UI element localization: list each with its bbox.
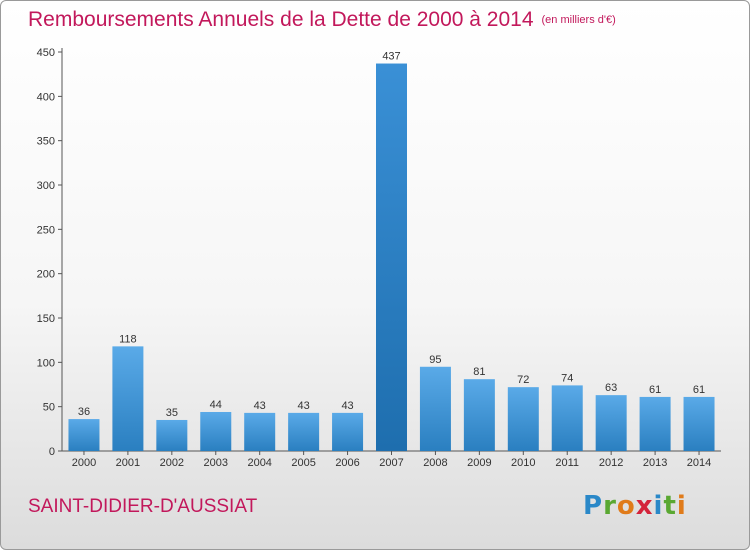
- bar: [376, 63, 407, 451]
- bar: [419, 366, 451, 451]
- x-tick-label: 2011: [555, 457, 579, 469]
- y-tick-label: 200: [37, 269, 55, 281]
- data-label: 35: [166, 407, 178, 419]
- data-label: 43: [341, 400, 353, 412]
- y-tick-label: 50: [43, 402, 55, 414]
- y-tick-label: 250: [37, 224, 55, 236]
- bar: [595, 395, 627, 451]
- bar: [156, 419, 188, 451]
- y-tick-label: 0: [49, 446, 55, 458]
- bar: [68, 419, 100, 451]
- chart-title-text: Remboursements Annuels de la Dette de 20…: [28, 8, 534, 31]
- data-label: 43: [298, 400, 310, 412]
- data-label: 61: [649, 384, 661, 396]
- data-label: 118: [119, 333, 137, 345]
- chart-title: Remboursements Annuels de la Dette de 20…: [28, 8, 616, 32]
- x-tick-label: 2003: [204, 457, 228, 469]
- proxiti-logo: Proxiti: [583, 491, 687, 521]
- chart-unit: (en milliers d'€): [541, 14, 616, 26]
- data-label: 63: [605, 382, 617, 394]
- bar: [332, 412, 364, 451]
- x-tick-label: 2004: [247, 457, 271, 469]
- x-tick-label: 2001: [116, 457, 140, 469]
- y-tick-label: 400: [37, 91, 55, 103]
- x-tick-label: 2007: [379, 457, 403, 469]
- x-tick-label: 2000: [72, 457, 96, 469]
- y-tick-label: 450: [37, 47, 55, 59]
- x-tick-label: 2012: [599, 457, 623, 469]
- bar: [551, 385, 583, 451]
- x-tick-label: 2010: [511, 457, 535, 469]
- x-tick-label: 2013: [643, 457, 667, 469]
- bar: [639, 396, 671, 451]
- y-tick-label: 350: [37, 136, 55, 148]
- data-label: 36: [78, 406, 90, 418]
- data-label: 74: [561, 372, 573, 384]
- bar: [463, 379, 495, 451]
- data-label: 81: [473, 366, 485, 378]
- y-tick-label: 100: [37, 357, 55, 369]
- data-label: 72: [517, 374, 529, 386]
- bar: [200, 411, 232, 451]
- x-tick-label: 2008: [423, 457, 447, 469]
- bar: [507, 387, 539, 451]
- bar: [683, 396, 715, 451]
- x-tick-label: 2009: [467, 457, 491, 469]
- data-label: 44: [210, 399, 222, 411]
- y-tick-label: 300: [37, 180, 55, 192]
- y-tick-label: 150: [37, 313, 55, 325]
- data-label: 95: [429, 354, 441, 366]
- bar: [288, 412, 320, 451]
- data-label: 437: [382, 51, 400, 63]
- commune-name: SAINT-DIDIER-D'AUSSIAT: [28, 496, 258, 517]
- bar: [244, 412, 276, 451]
- x-tick-label: 2014: [687, 457, 711, 469]
- data-label: 61: [693, 384, 705, 396]
- data-label: 43: [254, 400, 266, 412]
- x-tick-label: 2005: [291, 457, 315, 469]
- x-tick-label: 2006: [335, 457, 359, 469]
- bar: [112, 346, 144, 451]
- x-tick-label: 2002: [160, 457, 184, 469]
